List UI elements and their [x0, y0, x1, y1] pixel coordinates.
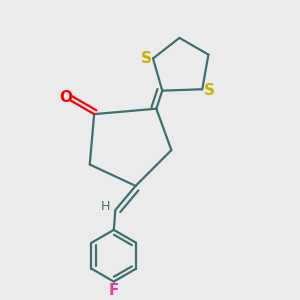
Text: S: S [204, 83, 215, 98]
Text: H: H [101, 200, 111, 213]
Text: F: F [109, 283, 119, 298]
Text: S: S [141, 51, 152, 66]
Text: O: O [59, 90, 72, 105]
